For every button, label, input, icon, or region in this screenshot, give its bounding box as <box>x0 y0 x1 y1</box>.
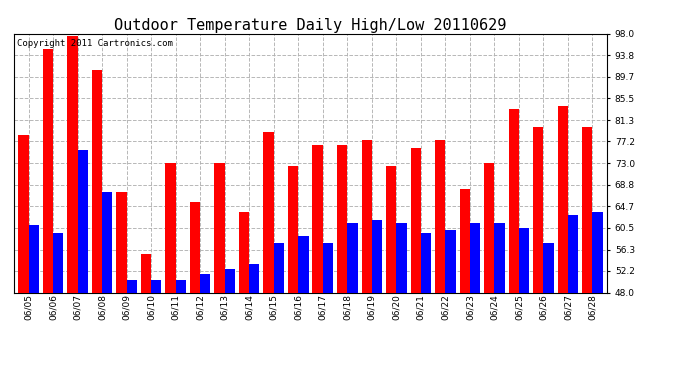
Bar <box>495 223 504 292</box>
Bar <box>460 189 470 292</box>
Bar <box>484 163 495 292</box>
Bar <box>519 228 529 292</box>
Bar <box>288 166 298 292</box>
Bar <box>200 274 210 292</box>
Bar <box>372 220 382 292</box>
Bar <box>264 132 274 292</box>
Text: Copyright 2011 Cartronics.com: Copyright 2011 Cartronics.com <box>17 39 172 48</box>
Bar <box>166 163 176 292</box>
Bar <box>582 127 593 292</box>
Bar <box>249 264 259 292</box>
Bar <box>53 233 63 292</box>
Bar <box>558 106 568 292</box>
Bar <box>67 36 77 292</box>
Bar <box>117 192 126 292</box>
Bar <box>337 145 347 292</box>
Bar <box>435 140 445 292</box>
Bar <box>347 223 357 292</box>
Bar <box>421 233 431 292</box>
Bar <box>445 230 455 292</box>
Bar <box>43 49 53 292</box>
Bar <box>509 109 519 292</box>
Bar <box>18 135 28 292</box>
Bar <box>323 243 333 292</box>
Bar <box>411 148 421 292</box>
Bar <box>533 127 544 292</box>
Bar <box>77 150 88 292</box>
Bar <box>362 140 372 292</box>
Bar <box>239 212 249 292</box>
Bar <box>544 243 554 292</box>
Bar <box>274 243 284 292</box>
Bar <box>215 163 225 292</box>
Bar <box>470 223 480 292</box>
Bar <box>190 202 200 292</box>
Title: Outdoor Temperature Daily High/Low 20110629: Outdoor Temperature Daily High/Low 20110… <box>115 18 506 33</box>
Bar <box>126 280 137 292</box>
Bar <box>298 236 308 292</box>
Bar <box>151 280 161 292</box>
Bar <box>593 212 603 292</box>
Bar <box>568 215 578 292</box>
Bar <box>386 166 396 292</box>
Bar <box>225 269 235 292</box>
Bar <box>102 192 112 292</box>
Bar <box>92 70 102 292</box>
Bar <box>396 223 406 292</box>
Bar <box>313 145 323 292</box>
Bar <box>176 280 186 292</box>
Bar <box>28 225 39 292</box>
Bar <box>141 254 151 292</box>
